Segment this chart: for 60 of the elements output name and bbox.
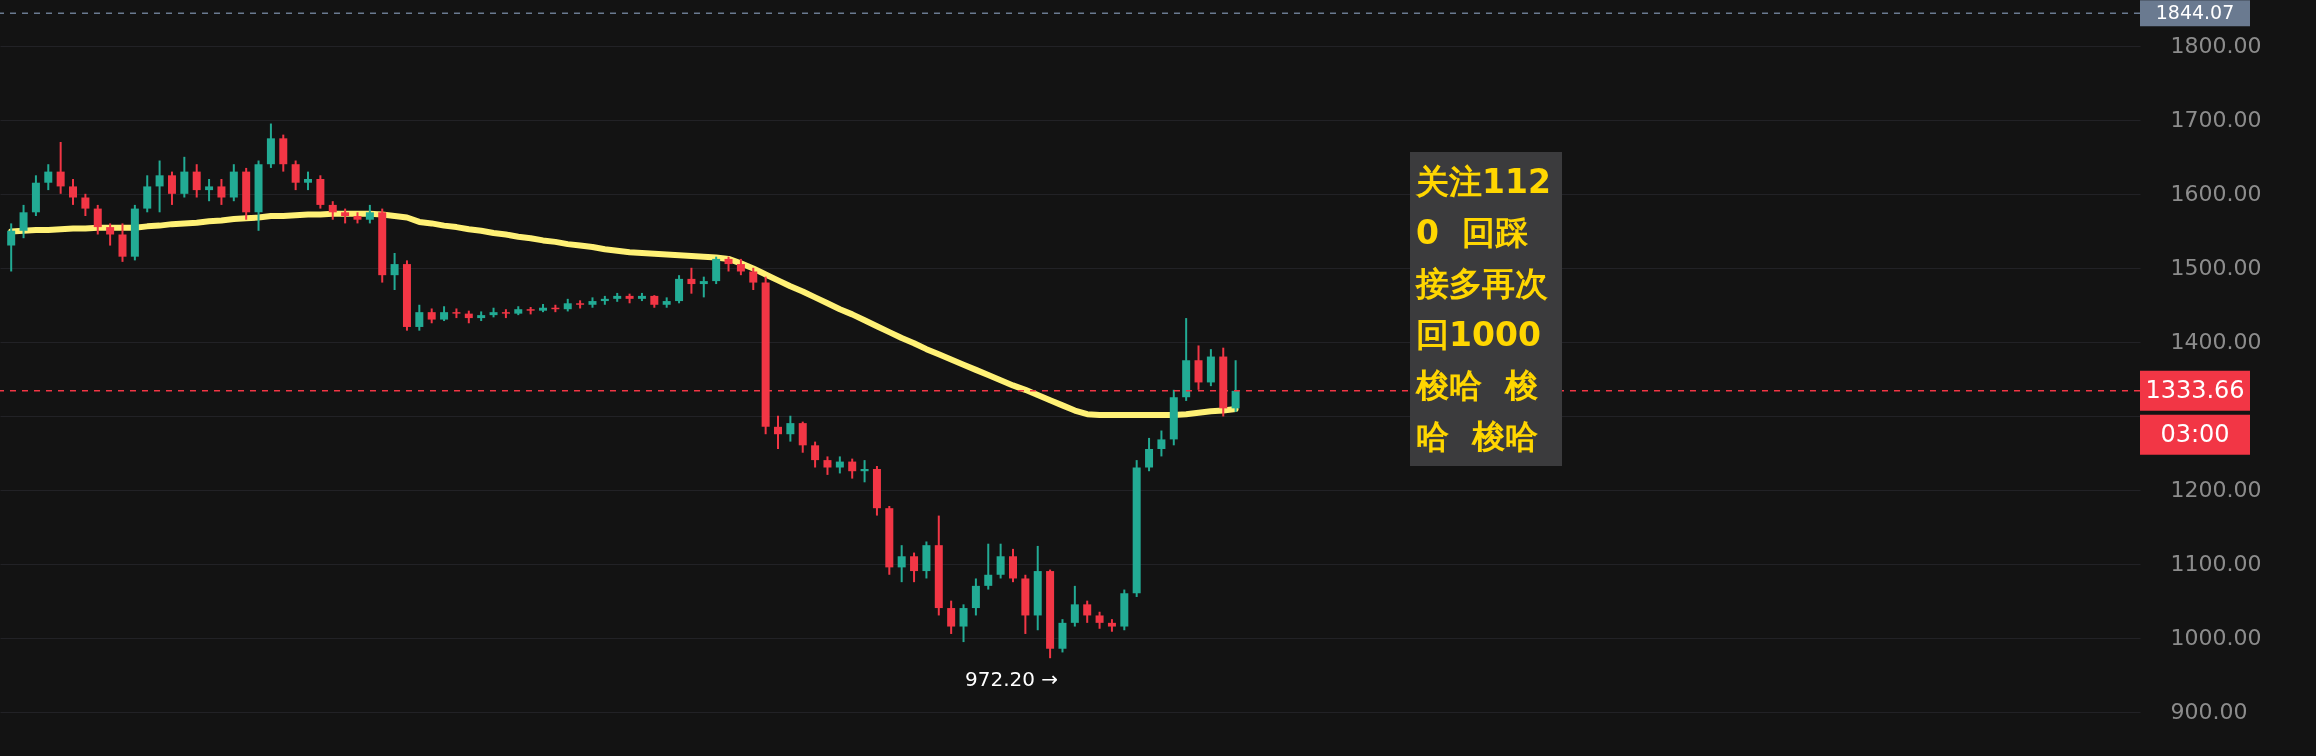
candlestick [44, 163, 53, 192]
candlestick [897, 544, 906, 584]
candlestick [1157, 429, 1166, 458]
annotation: 972.20 → [964, 667, 1059, 692]
y-tick-label: 1100.00 [2170, 551, 2262, 577]
candlestick [996, 542, 1005, 580]
candlestick [192, 163, 201, 199]
text: 03:00 [2160, 419, 2230, 448]
y-tick-label: 1600.00 [2170, 181, 2262, 207]
candlestick [155, 159, 164, 214]
candlestick [823, 455, 832, 476]
y-tick-label: 900.00 [2170, 699, 2248, 725]
candlestick [81, 192, 90, 217]
candlestick [699, 275, 708, 299]
candlestick [786, 414, 795, 443]
y-tick-label: 1800.00 [2170, 33, 2262, 59]
candlestick [798, 420, 807, 454]
candlestick [1009, 547, 1017, 584]
candlestick [415, 303, 424, 332]
candlestick [749, 266, 758, 291]
candlestick [69, 178, 78, 206]
candlestick [1231, 359, 1240, 414]
candlestick [7, 222, 16, 273]
candlestick [205, 178, 214, 203]
candlestick [143, 174, 152, 214]
candlestick [19, 203, 28, 240]
candlestick [959, 603, 968, 644]
candlestick [1145, 436, 1154, 473]
candlestick [328, 200, 337, 221]
candlestick [180, 155, 189, 199]
candlestick [304, 170, 313, 192]
y-tick-label: 1700.00 [2170, 107, 2262, 133]
candlestick [167, 170, 176, 206]
candlestick [390, 251, 399, 291]
y-tick-label: 1400.00 [2170, 329, 2262, 355]
ref-line-label: 1844.07 [2155, 1, 2235, 24]
candlestick [811, 440, 820, 469]
candlestick [971, 577, 980, 617]
candlestick [291, 159, 300, 192]
candlestick [106, 222, 115, 247]
candlestick [910, 551, 919, 584]
candlestick [984, 542, 993, 591]
candlestick [217, 178, 226, 206]
candlestick [1083, 599, 1092, 624]
candlestick [56, 141, 65, 195]
candlestick [118, 222, 127, 263]
candlestick [848, 457, 857, 480]
text: 关注1120 回踩接多再次回1000梭哈 梭哈 梭哈 [1410, 152, 1562, 466]
candlestick [675, 274, 684, 305]
candlestick [365, 203, 374, 225]
candlestick [947, 599, 956, 635]
candlestick [93, 203, 102, 236]
y-tick-label: 1200.00 [2170, 477, 2262, 503]
y-tick-label: 1000.00 [2170, 625, 2262, 651]
candlestick [774, 414, 782, 451]
candlestick [687, 266, 696, 295]
candlestick [712, 255, 721, 286]
candlestick [1070, 584, 1079, 628]
y-tick-label: 1500.00 [2170, 255, 2262, 281]
ref-line-label: 1333.66 [2145, 375, 2245, 404]
